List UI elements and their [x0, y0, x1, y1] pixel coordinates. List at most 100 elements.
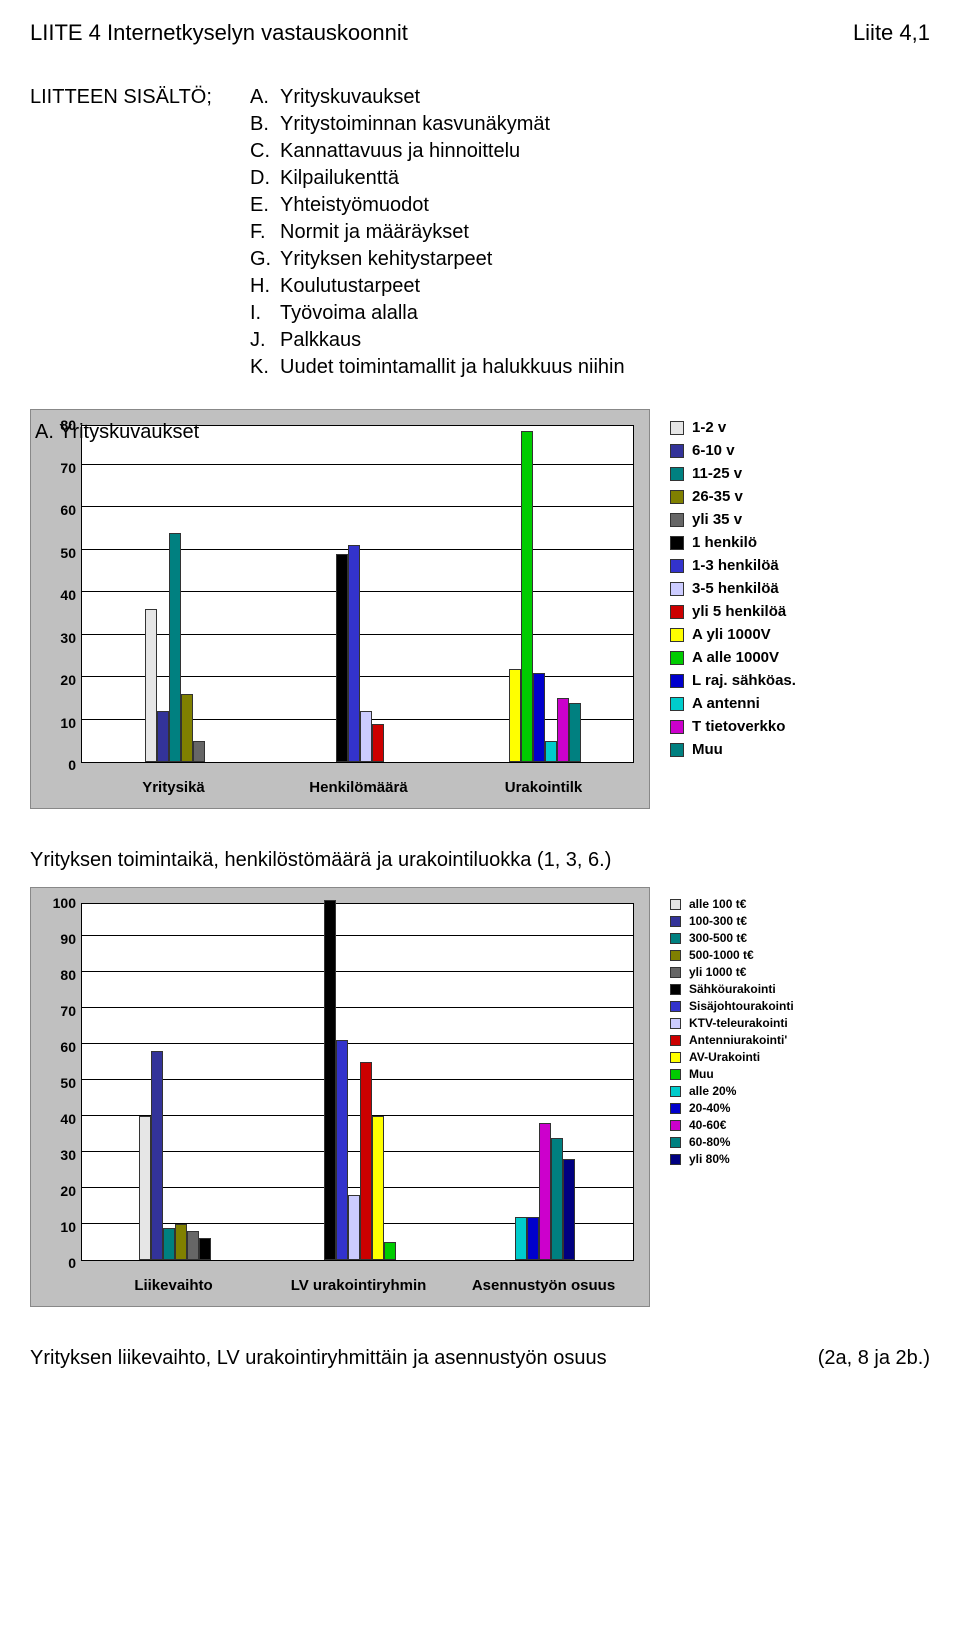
gridline: [82, 506, 633, 507]
toc-text: Yritystoiminnan kasvunäkymät: [280, 113, 550, 136]
legend-label: A alle 1000V: [692, 649, 779, 666]
y-tick: 90: [36, 931, 76, 947]
caption1: Yrityksen toimintaikä, henkilöstömäärä j…: [30, 849, 930, 872]
legend-swatch: [670, 1154, 681, 1165]
legend-label: Sisäjohtourakointi: [689, 999, 794, 1013]
legend-label: yli 35 v: [692, 511, 742, 528]
legend-swatch: [670, 984, 681, 995]
legend-swatch: [670, 1086, 681, 1097]
bar: [157, 711, 169, 762]
legend-label: A antenni: [692, 695, 760, 712]
legend-swatch: [670, 1120, 681, 1131]
bar: [509, 669, 521, 763]
y-tick: 40: [36, 587, 76, 603]
bar: [527, 1217, 539, 1260]
legend-item: AV-Urakointi: [670, 1050, 930, 1064]
legend-label: 6-10 v: [692, 442, 735, 459]
bar: [336, 1040, 348, 1260]
legend-swatch: [670, 1035, 681, 1046]
toc-text: Koulutustarpeet: [280, 275, 420, 298]
legend-label: 300-500 t€: [689, 931, 747, 945]
y-tick: 10: [36, 1219, 76, 1235]
legend-label: 60-80%: [689, 1135, 730, 1149]
toc-text: Yrityksen kehitystarpeet: [280, 248, 492, 271]
toc-text: Kannattavuus ja hinnoittelu: [280, 140, 520, 163]
gridline: [82, 1007, 633, 1008]
legend-swatch: [670, 1069, 681, 1080]
gridline: [82, 971, 633, 972]
toc-letter: D.: [250, 167, 280, 190]
legend-swatch: [670, 697, 684, 711]
legend-item: yli 80%: [670, 1152, 930, 1166]
legend-label: L raj. sähköas.: [692, 672, 796, 689]
y-tick: 20: [36, 672, 76, 688]
legend-item: A alle 1000V: [670, 649, 930, 666]
chart1-plot: [81, 425, 634, 763]
legend-item: 1-3 henkilöä: [670, 557, 930, 574]
y-tick: 80: [36, 967, 76, 983]
legend-item: A yli 1000V: [670, 626, 930, 643]
footer-right: (2a, 8 ja 2b.): [818, 1347, 930, 1370]
toc-letter: I.: [250, 302, 280, 325]
bar: [348, 1195, 360, 1260]
chart2-wrap: 0102030405060708090100LiikevaihtoLV urak…: [30, 887, 930, 1307]
gridline: [82, 1115, 633, 1116]
legend-item: L raj. sähköas.: [670, 672, 930, 689]
bar: [521, 431, 533, 763]
toc-letter: K.: [250, 356, 280, 379]
toc-text: Yrityskuvaukset: [280, 86, 420, 109]
legend-item: 500-1000 t€: [670, 948, 930, 962]
legend-item: alle 100 t€: [670, 897, 930, 911]
x-label: Yritysikä: [84, 779, 264, 796]
legend-label: alle 100 t€: [689, 897, 746, 911]
legend-swatch: [670, 950, 681, 961]
chart1: 01020304050607080YritysikäHenkilömääräUr…: [30, 409, 650, 809]
bar: [569, 703, 581, 763]
toc-letter: G.: [250, 248, 280, 271]
legend-label: Sähköurakointi: [689, 982, 776, 996]
legend-item: yli 35 v: [670, 511, 930, 528]
legend-label: 20-40%: [689, 1101, 730, 1115]
toc-text: Yhteistyömuodot: [280, 194, 429, 217]
legend-swatch: [670, 490, 684, 504]
legend-item: 300-500 t€: [670, 931, 930, 945]
bar: [372, 1116, 384, 1260]
y-tick: 60: [36, 502, 76, 518]
legend-label: 1-2 v: [692, 419, 726, 436]
legend-item: Muu: [670, 741, 930, 758]
legend-item: Muu: [670, 1067, 930, 1081]
legend-item: Sisäjohtourakointi: [670, 999, 930, 1013]
legend-label: 3-5 henkilöä: [692, 580, 779, 597]
bar: [199, 1238, 211, 1260]
legend-item: alle 20%: [670, 1084, 930, 1098]
bar: [163, 1228, 175, 1260]
toc-letter: E.: [250, 194, 280, 217]
bar: [539, 1123, 551, 1260]
legend-item: yli 1000 t€: [670, 965, 930, 979]
toc-text: Palkkaus: [280, 329, 361, 352]
legend-label: Muu: [689, 1067, 714, 1081]
bar: [151, 1051, 163, 1260]
legend-label: 1-3 henkilöä: [692, 557, 779, 574]
bar: [193, 741, 205, 762]
legend-label: 26-35 v: [692, 488, 743, 505]
legend-label: 1 henkilö: [692, 534, 757, 551]
x-label: Asennustyön osuus: [454, 1277, 634, 1294]
gridline: [82, 1043, 633, 1044]
legend-item: 1-2 v: [670, 419, 930, 436]
legend-label: Muu: [692, 741, 723, 758]
legend-swatch: [670, 467, 684, 481]
legend-label: Antenniurakointi': [689, 1033, 787, 1047]
gridline: [82, 935, 633, 936]
legend-swatch: [670, 582, 684, 596]
gridline: [82, 464, 633, 465]
x-label: Henkilömäärä: [269, 779, 449, 796]
x-label: Liikevaihto: [84, 1277, 264, 1294]
gridline: [82, 1079, 633, 1080]
legend-label: KTV-teleurakointi: [689, 1016, 788, 1030]
y-tick: 40: [36, 1111, 76, 1127]
bar: [372, 724, 384, 762]
legend-swatch: [670, 933, 681, 944]
toc-text: Uudet toimintamallit ja halukkuus niihin: [280, 356, 625, 379]
toc-text: Työvoima alalla: [280, 302, 418, 325]
